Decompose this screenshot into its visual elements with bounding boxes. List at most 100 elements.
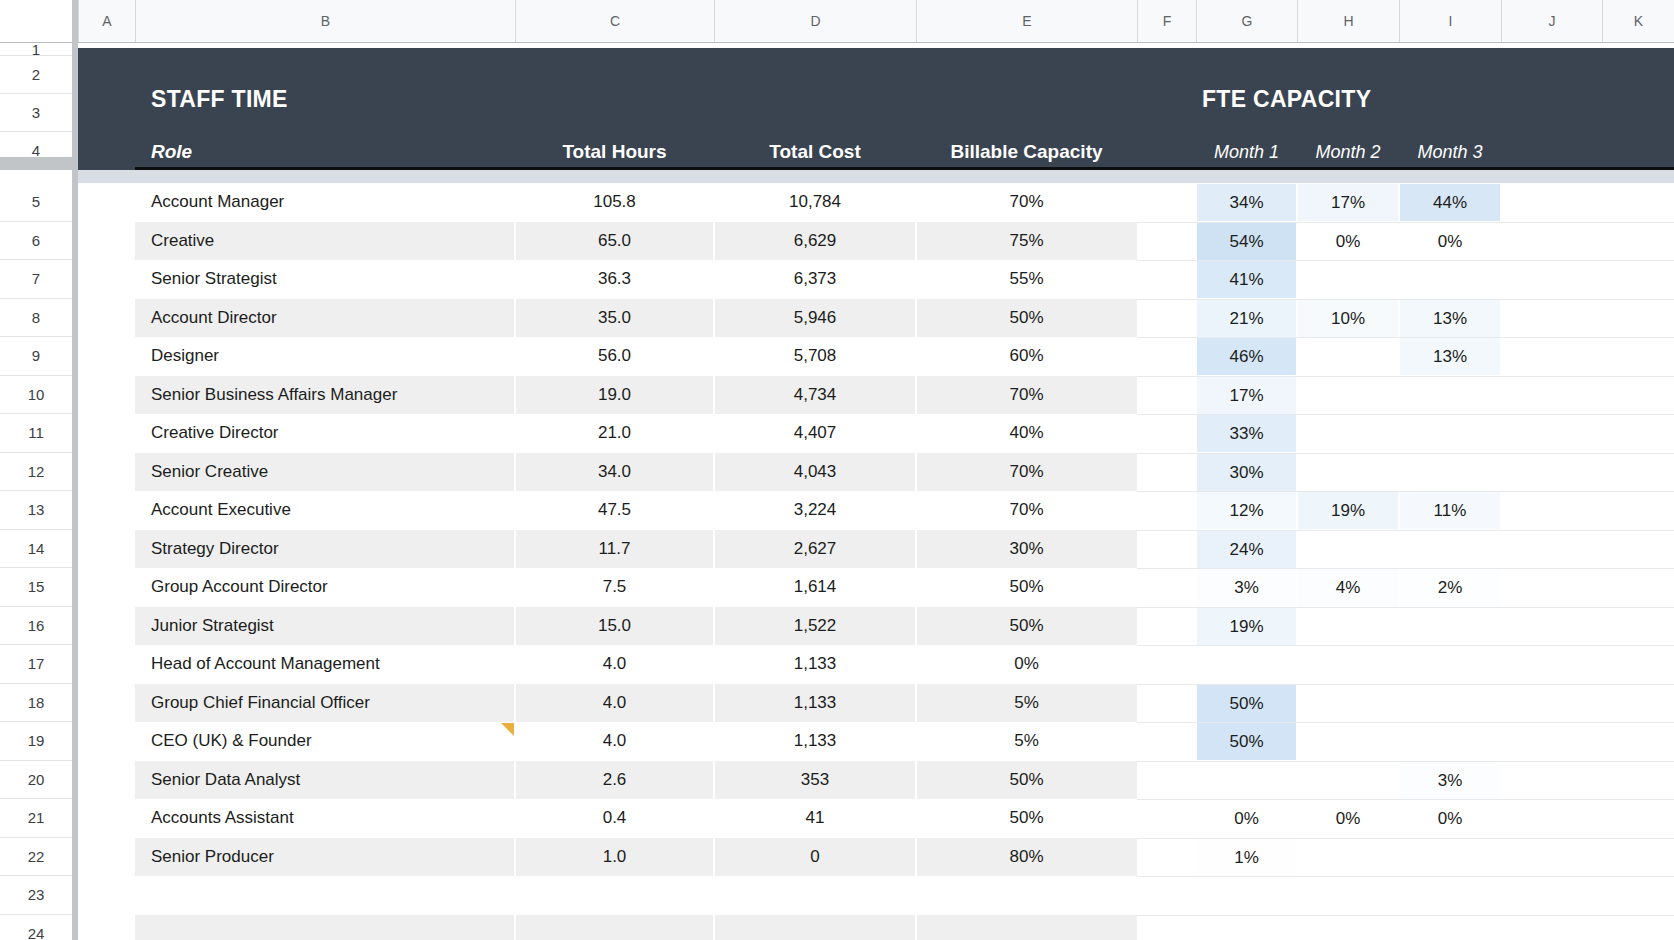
billable-capacity-cell[interactable]: 50% — [916, 761, 1137, 800]
column-letter-b[interactable]: B — [135, 0, 515, 42]
total-hours-cell[interactable]: 36.3 — [515, 260, 714, 299]
column-letter-g[interactable]: G — [1196, 0, 1297, 42]
role-cell[interactable]: Group Chief Financial Officer — [151, 684, 370, 723]
column-letter-i[interactable]: I — [1399, 0, 1501, 42]
total-hours-cell[interactable]: 4.0 — [515, 684, 714, 723]
column-letter-a[interactable]: A — [78, 0, 135, 42]
month1-cell[interactable]: 50% — [1197, 723, 1296, 760]
total-hours-cell[interactable]: 65.0 — [515, 222, 714, 261]
column-header-month-3[interactable]: Month 3 — [1399, 137, 1501, 167]
billable-capacity-cell[interactable]: 80% — [916, 838, 1137, 877]
month1-cell[interactable]: 12% — [1197, 492, 1296, 529]
total-hours-cell[interactable]: 21.0 — [515, 414, 714, 453]
row-number-22[interactable]: 22 — [0, 838, 72, 877]
column-letter-d[interactable]: D — [714, 0, 916, 42]
total-hours-cell[interactable]: 19.0 — [515, 376, 714, 415]
column-header-month-1[interactable]: Month 1 — [1196, 137, 1297, 167]
column-header-total-hours[interactable]: Total Hours — [515, 137, 714, 167]
billable-capacity-cell[interactable]: 70% — [916, 453, 1137, 492]
billable-capacity-cell[interactable]: 30% — [916, 530, 1137, 569]
total-cost-cell[interactable]: 0 — [714, 838, 916, 877]
total-cost-cell[interactable]: 6,373 — [714, 260, 916, 299]
row-number-16[interactable]: 16 — [0, 607, 72, 646]
role-cell[interactable]: Junior Strategist — [151, 607, 274, 646]
total-hours-cell[interactable]: 4.0 — [515, 645, 714, 684]
role-cell[interactable]: Senior Strategist — [151, 260, 277, 299]
total-cost-cell[interactable]: 1,522 — [714, 607, 916, 646]
billable-capacity-cell[interactable]: 60% — [916, 337, 1137, 376]
month1-cell[interactable]: 30% — [1197, 454, 1296, 491]
total-hours-cell[interactable]: 15.0 — [515, 607, 714, 646]
row-number-18[interactable]: 18 — [0, 684, 72, 723]
column-header-total-cost[interactable]: Total Cost — [714, 137, 916, 167]
month2-cell[interactable]: 0% — [1298, 223, 1398, 260]
role-cell[interactable]: Accounts Assistant — [151, 799, 294, 838]
column-letter-j[interactable]: J — [1501, 0, 1602, 42]
month2-cell[interactable]: 19% — [1298, 492, 1398, 529]
month3-cell[interactable]: 13% — [1400, 338, 1500, 375]
row-number-12[interactable]: 12 — [0, 453, 72, 492]
month1-cell[interactable]: 21% — [1197, 300, 1296, 337]
role-cell[interactable]: Senior Business Affairs Manager — [151, 376, 397, 415]
row-number-17[interactable]: 17 — [0, 645, 72, 684]
month3-cell[interactable]: 11% — [1400, 492, 1500, 529]
month3-cell[interactable]: 0% — [1400, 800, 1500, 837]
role-cell[interactable]: Creative Director — [151, 414, 279, 453]
month3-cell[interactable]: 13% — [1400, 300, 1500, 337]
total-cost-cell[interactable]: 4,043 — [714, 453, 916, 492]
row-number-19[interactable]: 19 — [0, 722, 72, 761]
month2-cell[interactable]: 10% — [1298, 300, 1398, 337]
total-hours-cell[interactable]: 0.4 — [515, 799, 714, 838]
month3-cell[interactable]: 3% — [1400, 762, 1500, 799]
role-cell[interactable]: Head of Account Management — [151, 645, 380, 684]
column-letter-h[interactable]: H — [1297, 0, 1399, 42]
column-letter-f[interactable]: F — [1137, 0, 1196, 42]
total-hours-cell[interactable]: 34.0 — [515, 453, 714, 492]
row-number-3[interactable]: 3 — [0, 94, 72, 132]
total-cost-cell[interactable]: 1,133 — [714, 645, 916, 684]
total-cost-cell[interactable]: 4,407 — [714, 414, 916, 453]
total-hours-cell[interactable]: 11.7 — [515, 530, 714, 569]
total-cost-cell[interactable]: 6,629 — [714, 222, 916, 261]
select-all-corner[interactable] — [0, 0, 72, 43]
column-letter-e[interactable]: E — [916, 0, 1137, 42]
row-number-9[interactable]: 9 — [0, 337, 72, 376]
total-hours-cell[interactable]: 7.5 — [515, 568, 714, 607]
month1-cell[interactable]: 50% — [1197, 685, 1296, 722]
billable-capacity-cell[interactable]: 50% — [916, 568, 1137, 607]
total-hours-cell[interactable]: 1.0 — [515, 838, 714, 877]
role-cell[interactable]: Account Executive — [151, 491, 291, 530]
billable-capacity-cell[interactable]: 70% — [916, 183, 1137, 222]
row-number-23[interactable]: 23 — [0, 876, 72, 915]
month3-cell[interactable]: 2% — [1400, 569, 1500, 606]
column-letter-k[interactable]: K — [1602, 0, 1674, 42]
row-number-7[interactable]: 7 — [0, 260, 72, 299]
total-cost-cell[interactable]: 5,946 — [714, 299, 916, 338]
role-cell[interactable]: Strategy Director — [151, 530, 279, 569]
total-cost-cell[interactable]: 1,133 — [714, 722, 916, 761]
billable-capacity-cell[interactable]: 50% — [916, 799, 1137, 838]
total-cost-cell[interactable]: 1,614 — [714, 568, 916, 607]
note-indicator-icon[interactable] — [501, 723, 514, 736]
row-number-8[interactable]: 8 — [0, 299, 72, 338]
total-cost-cell[interactable]: 4,734 — [714, 376, 916, 415]
month2-cell[interactable]: 17% — [1298, 184, 1398, 221]
column-header-billable-capacity[interactable]: Billable Capacity — [916, 137, 1137, 167]
month1-cell[interactable]: 17% — [1197, 377, 1296, 414]
billable-capacity-cell[interactable]: 70% — [916, 491, 1137, 530]
month3-cell[interactable]: 0% — [1400, 223, 1500, 260]
row-number-20[interactable]: 20 — [0, 761, 72, 800]
billable-capacity-cell[interactable]: 55% — [916, 260, 1137, 299]
billable-capacity-cell[interactable]: 40% — [916, 414, 1137, 453]
month1-cell[interactable]: 54% — [1197, 223, 1296, 260]
role-cell[interactable]: Creative — [151, 222, 214, 261]
row-number-1[interactable]: 1 — [0, 43, 72, 56]
row-number-24[interactable]: 24 — [0, 915, 72, 940]
total-hours-cell[interactable]: 56.0 — [515, 337, 714, 376]
total-hours-cell[interactable]: 2.6 — [515, 761, 714, 800]
billable-capacity-cell[interactable]: 50% — [916, 607, 1137, 646]
row-number-13[interactable]: 13 — [0, 491, 72, 530]
total-cost-cell[interactable]: 2,627 — [714, 530, 916, 569]
total-cost-cell[interactable]: 353 — [714, 761, 916, 800]
billable-capacity-cell[interactable]: 75% — [916, 222, 1137, 261]
